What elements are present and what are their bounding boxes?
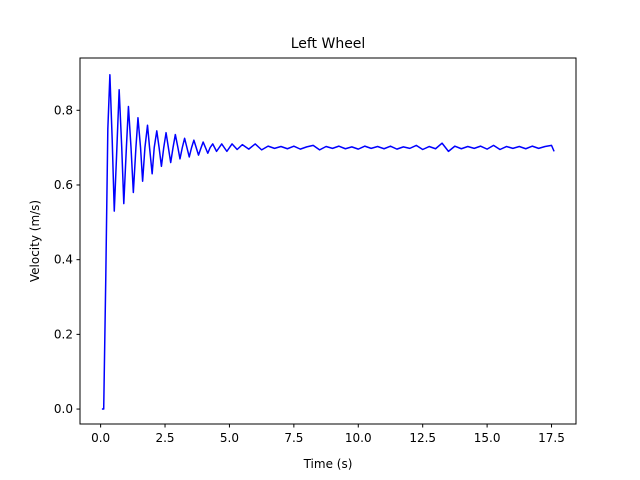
- y-tick-label: 0.8: [54, 103, 73, 117]
- x-tick-label: 0.0: [91, 431, 110, 445]
- plot-frame: [79, 57, 577, 425]
- x-tick-label: 10.0: [345, 431, 372, 445]
- y-tick-label: 0.6: [54, 178, 73, 192]
- y-tick-label: 0.4: [54, 253, 73, 267]
- line-series: [101, 74, 555, 410]
- x-tick-label: 5.0: [220, 431, 239, 445]
- x-tick-label: 12.5: [409, 431, 436, 445]
- x-tick-label: 2.5: [155, 431, 174, 445]
- x-tick-label: 7.5: [284, 431, 303, 445]
- x-tick-label: 15.0: [474, 431, 501, 445]
- y-axis-label: Velocity (m/s): [28, 200, 42, 282]
- y-tick-label: 0.0: [54, 402, 73, 416]
- x-tick-label: 17.5: [538, 431, 565, 445]
- x-axis-label: Time (s): [303, 457, 353, 471]
- y-tick-label: 0.2: [54, 327, 73, 341]
- chart-title: Left Wheel: [291, 36, 366, 52]
